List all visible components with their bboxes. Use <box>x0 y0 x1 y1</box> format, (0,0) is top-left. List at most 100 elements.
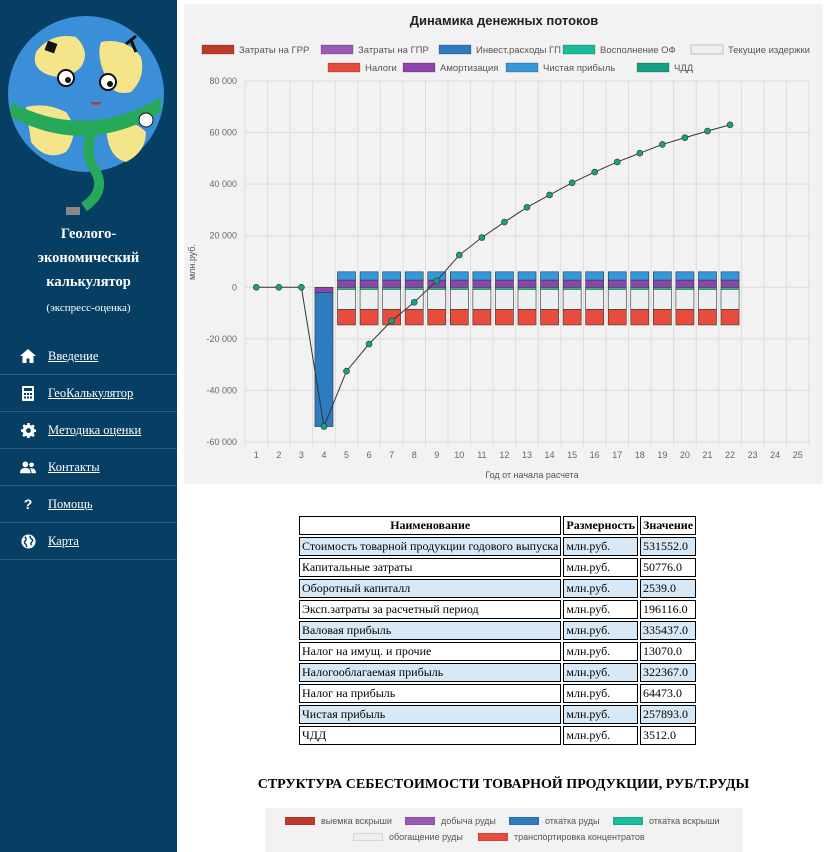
bar-renewal <box>630 286 650 290</box>
bar-current-costs <box>720 289 740 310</box>
cost-legend-item[interactable]: откатка руды <box>509 816 599 826</box>
x-tick-label: 5 <box>344 450 349 460</box>
summary-table: Наименование Размерность Значение Стоимо… <box>297 514 698 747</box>
column-header-value: Значение <box>640 516 697 535</box>
npv-point <box>591 168 598 176</box>
cost-legend-item[interactable]: транспортировка концентратов <box>478 832 645 842</box>
cost-legend-item[interactable]: обогащение руды <box>353 832 463 842</box>
name-cell: Стоимость товарной продукции годового вы… <box>299 537 562 556</box>
x-tick-label: 9 <box>434 450 439 460</box>
legend-item[interactable]: Текущие издержки <box>690 44 810 56</box>
npv-point <box>433 277 441 285</box>
legend-item[interactable]: Восполнение ОФ <box>562 44 676 56</box>
bar-current-costs <box>472 289 492 310</box>
legend-label: выемка вскрыши <box>321 816 392 826</box>
x-tick-label: 4 <box>321 450 326 460</box>
bar-amortization <box>585 279 605 288</box>
gear-icon <box>20 422 36 438</box>
sidebar-item-label[interactable]: Карта <box>48 533 79 548</box>
npv-point <box>681 134 689 142</box>
y-axis-label: млн.руб. <box>187 244 197 280</box>
sidebar-nav: Введение ГеоКалькулятор Методика оценки … <box>0 338 177 560</box>
x-tick-label: 1 <box>254 450 259 460</box>
bar-taxes <box>540 309 559 326</box>
x-tick-label: 12 <box>499 450 509 460</box>
x-tick-label: 7 <box>389 450 394 460</box>
legend-label: Чистая прибыль <box>543 63 615 74</box>
npv-point <box>726 121 734 129</box>
unit-cell: млн.руб. <box>563 621 639 640</box>
cost-legend-item[interactable]: добыча руды <box>405 816 496 826</box>
x-axis-ticks: 1 2 3 4 5 6 7 8 9 10 11 12 13 14 15 16 17 18 19 20 21 22 23 24 2… <box>254 450 803 460</box>
sidebar-item-methodology[interactable]: Методика оценки <box>0 412 177 449</box>
legend-item[interactable]: Затраты на ГПР <box>320 44 429 56</box>
name-cell: ЧДД <box>299 726 562 745</box>
bar-taxes <box>607 309 627 326</box>
cost-legend-item[interactable]: выемка вскрыши <box>285 816 392 826</box>
legend-item[interactable]: Затраты на ГРР <box>201 44 309 56</box>
bar-net-profit <box>562 271 582 281</box>
sidebar-item-help[interactable]: ? Помощь <box>0 486 177 523</box>
legend-label: Затраты на ГРР <box>239 45 309 56</box>
sidebar-item-label[interactable]: ГеоКалькулятор <box>48 385 134 400</box>
bar-taxes <box>517 309 537 326</box>
table-row: Оборотный капиталл млн.руб. 2539.0 <box>299 579 697 598</box>
sidebar-item-label[interactable]: Помощь <box>48 496 93 511</box>
sidebar-item-label[interactable]: Контакты <box>48 459 100 474</box>
sidebar-item-label[interactable]: Введение <box>48 348 99 363</box>
bar-net-profit <box>675 271 695 281</box>
bar-renewal <box>720 286 740 290</box>
app-title-line: калькулятор <box>46 274 131 290</box>
cost-legend-item[interactable]: откатка вскрыши <box>613 816 719 826</box>
x-tick-label: 19 <box>657 450 667 460</box>
bar-current-costs <box>675 289 695 310</box>
bar-current-costs <box>427 289 447 310</box>
y-axis-ticks: 80 000 60 000 40 000 20 000 0 -20 000 -40 000 -… <box>206 76 237 447</box>
sidebar-item-geocalculator[interactable]: ГеоКалькулятор <box>0 375 177 412</box>
table-row: ЧДД млн.руб. 3512.0 <box>299 726 697 745</box>
npv-point <box>343 367 350 375</box>
bar-renewal <box>382 286 401 290</box>
legend-item[interactable]: Чистая прибыль <box>505 62 615 74</box>
bar-renewal <box>675 286 695 290</box>
bar-current-costs <box>698 289 717 310</box>
npv-point <box>320 423 328 430</box>
bar-amortization <box>314 286 334 293</box>
chart-title: Динамика денежных потоков <box>410 13 599 28</box>
legend-swatch <box>613 817 643 825</box>
x-tick-label: 3 <box>299 450 304 460</box>
legend-item[interactable]: Инвест.расходы ГП <box>438 44 561 56</box>
bar-taxes <box>675 309 695 326</box>
bar-amortization <box>675 279 695 288</box>
bar-taxes <box>359 309 379 326</box>
x-tick-label: 17 <box>612 450 622 460</box>
npv-point <box>410 298 418 306</box>
legend-item[interactable]: ЧДД <box>636 62 694 74</box>
bar-amortization <box>359 279 379 288</box>
bar-taxes <box>698 309 717 326</box>
chart-bars <box>314 271 740 427</box>
table-body: Стоимость товарной продукции годового вы… <box>299 537 697 745</box>
npv-point <box>501 218 508 226</box>
unit-cell: млн.руб. <box>563 663 639 682</box>
sidebar-item-map[interactable]: Карта <box>0 523 177 560</box>
bar-amortization <box>382 279 401 288</box>
table-row: Налог на имущ. и прочие млн.руб. 13070.0 <box>299 642 697 661</box>
legend-item[interactable]: Амортизация <box>402 62 498 74</box>
legend-label: ЧДД <box>674 63 694 74</box>
unit-cell: млн.руб. <box>563 726 639 745</box>
bar-renewal <box>495 286 514 290</box>
legend-item[interactable]: Налоги <box>327 62 397 74</box>
legend-swatch <box>505 62 539 73</box>
sidebar-item-contacts[interactable]: Контакты <box>0 449 177 486</box>
bar-renewal <box>359 286 379 290</box>
bar-current-costs <box>337 289 356 310</box>
sidebar-item-label[interactable]: Методика оценки <box>48 422 142 437</box>
sidebar-item-intro[interactable]: Введение <box>0 338 177 375</box>
bar-net-profit <box>404 271 424 281</box>
x-tick-label: 2 <box>276 450 281 460</box>
y-tick-label: 80 000 <box>209 76 237 86</box>
legend-label: обогащение руды <box>389 832 463 842</box>
table-row: Эксп.затраты за расчетный период млн.руб.… <box>299 600 697 619</box>
x-tick-label: 25 <box>793 450 803 460</box>
